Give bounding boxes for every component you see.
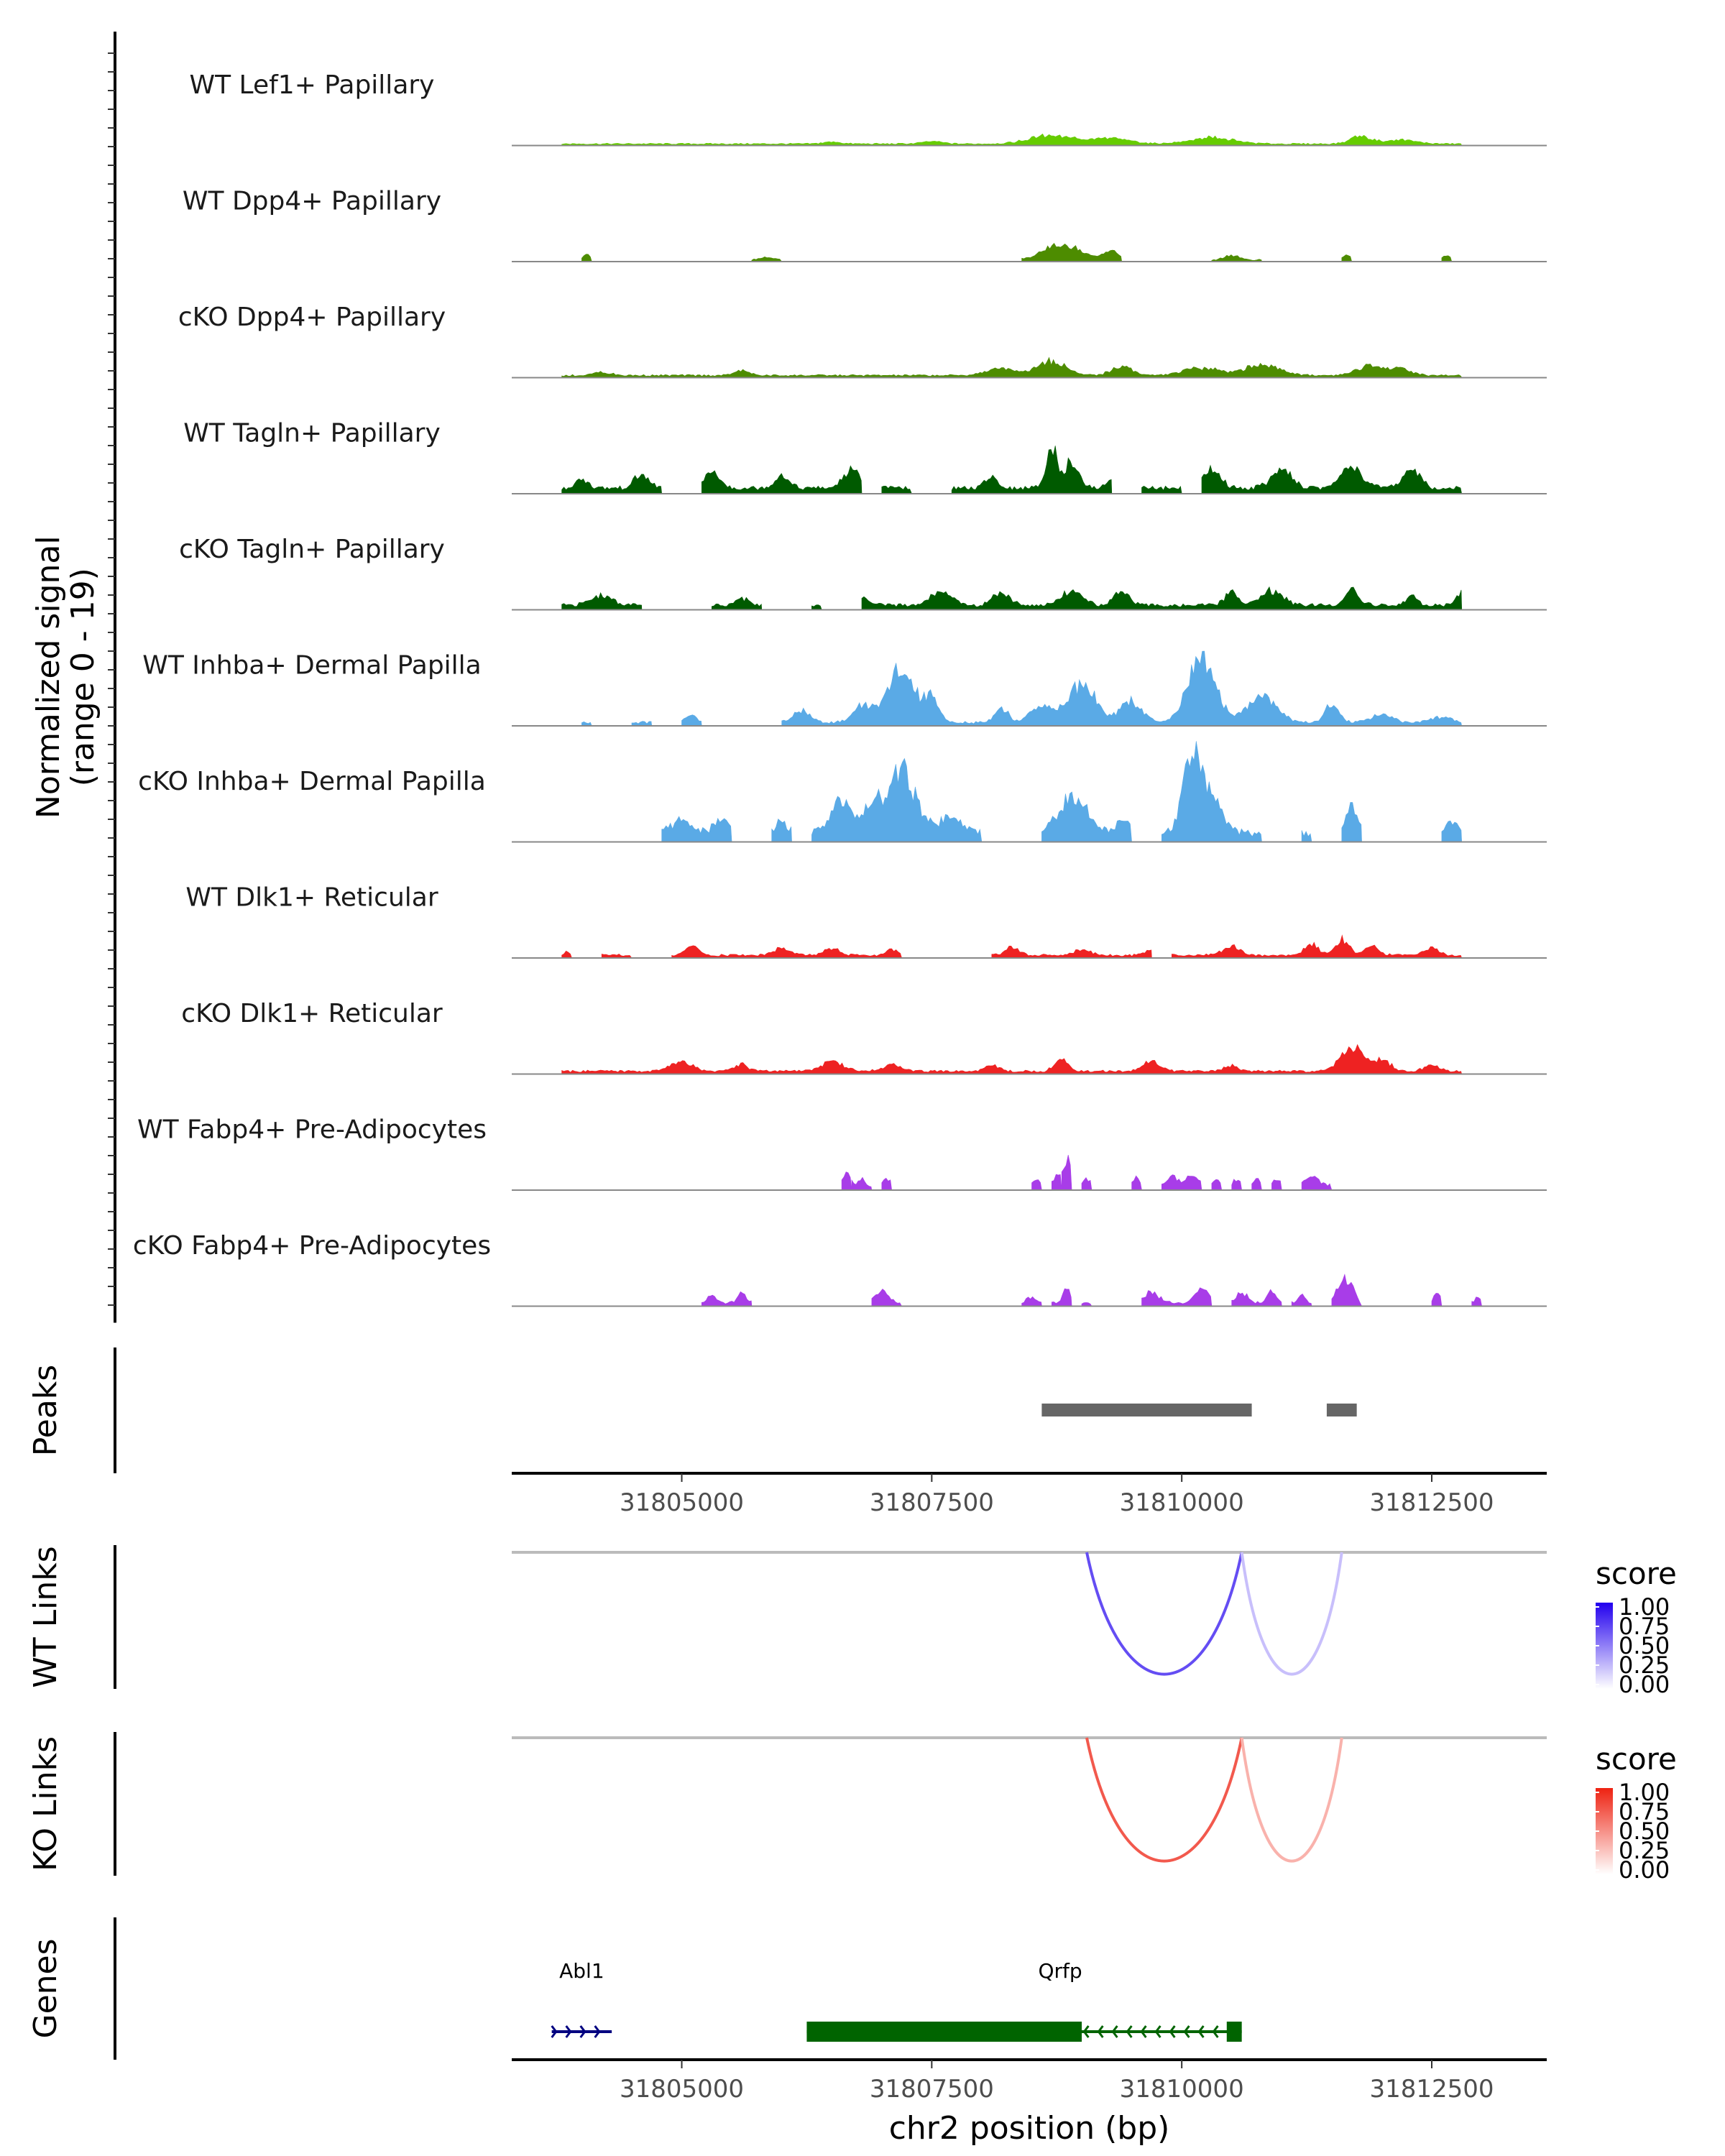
coverage-track-label: WT Dlk1+ Reticular (185, 883, 438, 913)
legend-tick-label: 0.25 (1619, 1837, 1670, 1864)
legend-tick-label: 0.25 (1619, 1651, 1670, 1679)
gene-exon (1226, 2022, 1242, 2042)
strand-arrow (1212, 2025, 1219, 2038)
x-tick-label: 31805000 (620, 1488, 744, 1517)
coverage-area (581, 650, 1463, 727)
gene-name: Abl1 (559, 1959, 604, 1983)
legend-tick-label: 1.00 (1619, 1593, 1670, 1621)
peaks-track: Peaks 31805000 31807500 31810000 31812500 (27, 1348, 1547, 1517)
coverage-track-label: cKO Tagln+ Papillary (179, 535, 445, 564)
strand-arrow (551, 2025, 558, 2038)
genes-label: Genes (27, 1938, 64, 2038)
legend-tick-label: 0.50 (1619, 1818, 1670, 1845)
strand-arrow (1111, 2025, 1118, 2038)
strand-arrow (1169, 2025, 1176, 2038)
coverage-area (841, 1155, 1333, 1191)
x-tick-label: 31810000 (1120, 1488, 1244, 1517)
coverage-area (561, 934, 1463, 959)
coverage-track-label: cKO Dpp4+ Papillary (178, 303, 446, 332)
ko-links-arc (1240, 1737, 1343, 1863)
coverage-tracks: Normalized signal(range 0 - 19) WT Lef1+ … (30, 32, 1547, 1323)
strand-arrow (594, 2025, 601, 2038)
coverage-track-label: cKO Inhba+ Dermal Papilla (138, 767, 486, 796)
x-tick-label: 31812500 (1369, 2075, 1494, 2104)
coverage-area (561, 356, 1463, 378)
wt-links-arc (1240, 1552, 1343, 1676)
coverage-track-label: cKO Dlk1+ Reticular (181, 999, 443, 1028)
legend-tick-label: 0.00 (1619, 1671, 1670, 1698)
coverage-track-label: WT Lef1+ Papillary (190, 70, 435, 100)
x-tick-label: 31807500 (870, 1488, 994, 1517)
wt-links-label: WT Links (27, 1546, 64, 1687)
coverage-track-label: WT Tagln+ Papillary (183, 419, 441, 448)
coverage-area (561, 133, 1463, 146)
gene-exon (806, 2022, 1082, 2042)
gene-name: Qrfp (1038, 1959, 1082, 1983)
coverage-y-label-range: (range 0 - 19) (65, 568, 101, 786)
coverage-area (561, 586, 1463, 610)
wt-links-legend-title: score (1596, 1556, 1677, 1591)
coverage-track-label: cKO Fabp4+ Pre-Adipocytes (133, 1231, 491, 1261)
legend-tick-label: 1.00 (1619, 1779, 1670, 1806)
coverage-y-label: Normalized signal (30, 535, 67, 819)
coverage-area (581, 243, 1453, 262)
strand-arrow (1126, 2025, 1133, 2038)
x-tick-label: 31807500 (870, 2075, 994, 2104)
legend-tick-label: 0.75 (1619, 1798, 1670, 1825)
strand-arrow (1197, 2025, 1205, 2038)
legend-tick-label: 0.75 (1619, 1613, 1670, 1640)
strand-arrow (1183, 2025, 1190, 2038)
strand-arrow (1097, 2025, 1104, 2038)
coverage-track-label: WT Dpp4+ Papillary (183, 187, 441, 216)
strand-arrow (1154, 2025, 1162, 2038)
strand-arrow (579, 2025, 586, 2038)
peak-interval (1326, 1404, 1357, 1416)
coverage-area (702, 1273, 1482, 1307)
peak-interval (1041, 1404, 1252, 1416)
coverage-area (561, 446, 1463, 494)
x-axis-title: chr2 position (bp) (889, 2110, 1170, 2147)
x-tick-label: 31812500 (1369, 1488, 1494, 1517)
ko-links-arc (1085, 1737, 1243, 1863)
coverage-area (561, 1044, 1463, 1074)
ko-links-legend-title: score (1596, 1741, 1677, 1777)
genes-track: Genes Abl1 Qrfp 31805000 31807500 31810000 318… (27, 1917, 1547, 2147)
strand-arrow (1140, 2025, 1147, 2038)
peaks-label: Peaks (27, 1365, 64, 1456)
strand-arrow (1082, 2025, 1090, 2038)
coverage-track-label: WT Inhba+ Dermal Papilla (142, 651, 481, 681)
x-tick-label: 31810000 (1120, 2075, 1244, 2104)
legend-tick-label: 0.00 (1619, 1856, 1670, 1884)
x-tick-label: 31805000 (620, 2075, 744, 2104)
legend-tick-label: 0.50 (1619, 1632, 1670, 1659)
strand-arrow (565, 2025, 572, 2038)
ko-links-label: KO Links (27, 1736, 64, 1871)
coverage-track-label: WT Fabp4+ Pre-Adipocytes (137, 1115, 487, 1145)
coverage-area (661, 741, 1463, 842)
wt-links-arc (1085, 1552, 1243, 1676)
